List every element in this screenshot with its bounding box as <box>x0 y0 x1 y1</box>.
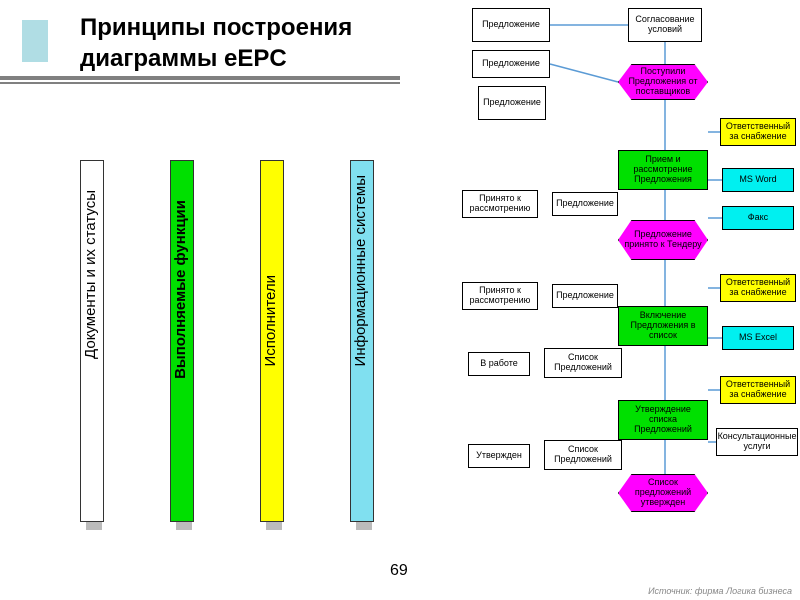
diagram-node-rect: Принято к рассмотрению <box>462 282 538 310</box>
diagram-node-rect: Консультационные услуги <box>716 428 798 456</box>
diagram-node-sys: Факс <box>722 206 794 230</box>
category-bar-label: Исполнители <box>262 275 279 367</box>
page-title: Принципы построения диаграммы eEPC <box>80 12 352 74</box>
diagram-node-rect: Список Предложений <box>544 348 622 378</box>
diagram-node-org: Ответственный за снабжение <box>720 376 796 404</box>
diagram-node-rect: Принято к рассмотрению <box>462 190 538 218</box>
page-number: 69 <box>390 562 408 580</box>
category-bar-label: Документы и их статусы <box>82 190 99 359</box>
diagram-node-rect: Предложение <box>552 192 618 216</box>
category-bar-label: Информационные системы <box>352 175 369 366</box>
title-accent <box>22 20 48 62</box>
diagram-node-event: Список предложений утвержден <box>618 474 708 512</box>
diagram-node-func: Утверждение списка Предложений <box>618 400 708 440</box>
diagram-node-rect: В работе <box>468 352 530 376</box>
diagram-node-event: Предложение принято к Тендеру <box>618 220 708 260</box>
title-line1: Принципы построения <box>80 14 352 41</box>
diagram-node-rect: Список Предложений <box>544 440 622 470</box>
diagram-node-sys: MS Word <box>722 168 794 192</box>
title-line2: диаграммы eEPC <box>80 45 287 72</box>
category-bar-label: Выполняемые функции <box>172 200 189 379</box>
diagram-node-org: Ответственный за снабжение <box>720 118 796 146</box>
diagram-node-func: Прием и рассмотрение Предложения <box>618 150 708 190</box>
diagram-node-rect: Предложение <box>472 50 550 78</box>
diagram-node-rect: Предложение <box>478 86 546 120</box>
diagram-node-sys: MS Excel <box>722 326 794 350</box>
diagram-node-event: Поступили Предложения от поставщиков <box>618 64 708 100</box>
source-credit: Источник: фирма Логика бизнеса <box>648 586 792 596</box>
diagram-node-rect: Предложение <box>552 284 618 308</box>
diagram-node-rect: Утвержден <box>468 444 530 468</box>
diagram-node-func: Включение Предложения в список <box>618 306 708 346</box>
title-rule-thick <box>0 76 400 80</box>
diagram-node-org: Ответственный за снабжение <box>720 274 796 302</box>
diagram-node-rect: Согласование условий <box>628 8 702 42</box>
title-rule-thin <box>0 82 400 84</box>
diagram-node-rect: Предложение <box>472 8 550 42</box>
